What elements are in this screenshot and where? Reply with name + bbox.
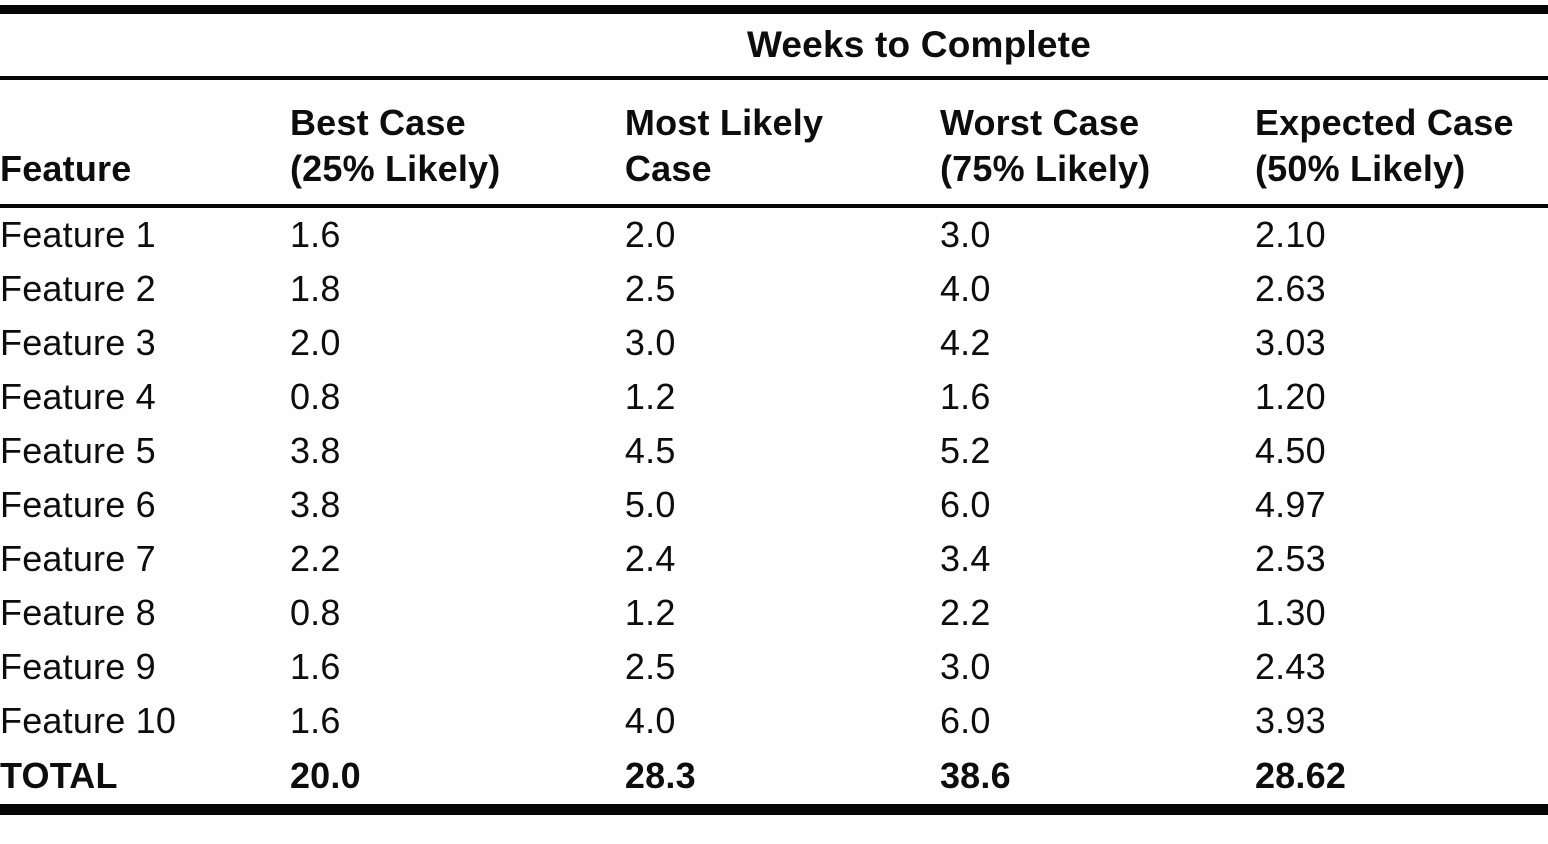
- column-header-line2: Case: [624, 147, 712, 189]
- best-case-cell: 0.8: [289, 376, 341, 417]
- expected-case-cell: 1.30: [1254, 592, 1326, 633]
- column-header-worst-case: Worst Case (75% Likely): [939, 78, 1255, 208]
- worst-case-cell: 6.0: [939, 484, 991, 525]
- total-best-case-cell: 20.0: [289, 755, 361, 796]
- worst-case-cell: 6.0: [939, 700, 991, 741]
- best-case-cell: 2.0: [289, 322, 341, 363]
- expected-case-cell: 2.63: [1254, 268, 1326, 309]
- feature-cell: Feature 10: [0, 700, 177, 741]
- feature-cell: Feature 6: [0, 484, 156, 525]
- column-header-row: Feature Best Case (25% Likely) Most Like…: [0, 78, 1548, 208]
- worst-case-cell: 1.6: [939, 376, 991, 417]
- title-row-spacer: [0, 9, 290, 80]
- table-row: Feature 10 1.6 4.0 6.0 3.93: [0, 694, 1548, 748]
- total-expected-case-cell: 28.62: [1254, 755, 1347, 796]
- best-case-cell: 3.8: [289, 484, 341, 525]
- best-case-cell: 1.6: [289, 646, 341, 687]
- feature-cell: Feature 5: [0, 430, 156, 471]
- expected-case-cell: 2.43: [1254, 646, 1326, 687]
- expected-case-cell: 2.53: [1254, 538, 1326, 579]
- total-label-cell: TOTAL: [0, 755, 118, 796]
- column-header-most-likely-case: Most Likely Case: [624, 78, 940, 208]
- best-case-cell: 2.2: [289, 538, 341, 579]
- most-likely-cell: 3.0: [624, 322, 676, 363]
- worst-case-cell: 4.2: [939, 322, 991, 363]
- total-most-likely-cell: 28.3: [624, 755, 696, 796]
- table-row: Feature 7 2.2 2.4 3.4 2.53: [0, 532, 1548, 586]
- worst-case-cell: 4.0: [939, 268, 991, 309]
- table-title-row: Weeks to Complete: [0, 9, 1548, 80]
- most-likely-cell: 4.5: [624, 430, 676, 471]
- feature-cell: Feature 2: [0, 268, 156, 309]
- best-case-cell: 0.8: [289, 592, 341, 633]
- feature-cell: Feature 9: [0, 646, 156, 687]
- expected-case-cell: 3.93: [1254, 700, 1326, 741]
- column-header-line1: Most Likely: [624, 101, 824, 143]
- best-case-cell: 3.8: [289, 430, 341, 471]
- most-likely-cell: 2.0: [624, 214, 676, 255]
- feature-cell: Feature 4: [0, 376, 156, 417]
- expected-case-cell: 4.97: [1254, 484, 1326, 525]
- table-title: Weeks to Complete: [289, 9, 1548, 80]
- worst-case-cell: 5.2: [939, 430, 991, 471]
- column-header-best-case: Best Case (25% Likely): [289, 78, 625, 208]
- column-header-line1: Best Case: [289, 101, 466, 143]
- most-likely-cell: 1.2: [624, 376, 676, 417]
- worst-case-cell: 3.0: [939, 214, 991, 255]
- column-header-line2: (25% Likely): [289, 147, 501, 189]
- table-row: Feature 9 1.6 2.5 3.0 2.43: [0, 640, 1548, 694]
- table-row: Feature 3 2.0 3.0 4.2 3.03: [0, 316, 1548, 370]
- table-row: Feature 6 3.8 5.0 6.0 4.97: [0, 478, 1548, 532]
- table-row: Feature 4 0.8 1.2 1.6 1.20: [0, 370, 1548, 424]
- column-header-line1: Expected Case: [1254, 101, 1514, 143]
- most-likely-cell: 2.5: [624, 268, 676, 309]
- expected-case-cell: 1.20: [1254, 376, 1326, 417]
- table-row: Feature 2 1.8 2.5 4.0 2.63: [0, 262, 1548, 316]
- feature-cell: Feature 1: [0, 214, 156, 255]
- column-header-expected-case: Expected Case (50% Likely): [1254, 78, 1548, 208]
- worst-case-cell: 3.0: [939, 646, 991, 687]
- best-case-cell: 1.6: [289, 700, 341, 741]
- best-case-cell: 1.8: [289, 268, 341, 309]
- expected-case-cell: 3.03: [1254, 322, 1326, 363]
- column-header-line2: (50% Likely): [1254, 147, 1466, 189]
- table-total-row: TOTAL 20.0 28.3 38.6 28.62: [0, 748, 1548, 810]
- most-likely-cell: 2.4: [624, 538, 676, 579]
- column-header-line2: Feature: [0, 147, 132, 189]
- best-case-cell: 1.6: [289, 214, 341, 255]
- table-row: Feature 5 3.8 4.5 5.2 4.50: [0, 424, 1548, 478]
- column-header-feature: Feature: [0, 78, 290, 208]
- feature-cell: Feature 7: [0, 538, 156, 579]
- most-likely-cell: 1.2: [624, 592, 676, 633]
- most-likely-cell: 2.5: [624, 646, 676, 687]
- column-header-line2: (75% Likely): [939, 147, 1151, 189]
- feature-cell: Feature 8: [0, 592, 156, 633]
- feature-cell: Feature 3: [0, 322, 156, 363]
- worst-case-cell: 2.2: [939, 592, 991, 633]
- worst-case-cell: 3.4: [939, 538, 991, 579]
- most-likely-cell: 4.0: [624, 700, 676, 741]
- total-worst-case-cell: 38.6: [939, 755, 1011, 796]
- expected-case-cell: 4.50: [1254, 430, 1326, 471]
- table-row: Feature 8 0.8 1.2 2.2 1.30: [0, 586, 1548, 640]
- most-likely-cell: 5.0: [624, 484, 676, 525]
- estimation-table: Weeks to Complete Feature Best Case (25%…: [0, 5, 1548, 815]
- table-row: Feature 1 1.6 2.0 3.0 2.10: [0, 206, 1548, 262]
- expected-case-cell: 2.10: [1254, 214, 1326, 255]
- column-header-line1: Worst Case: [939, 101, 1140, 143]
